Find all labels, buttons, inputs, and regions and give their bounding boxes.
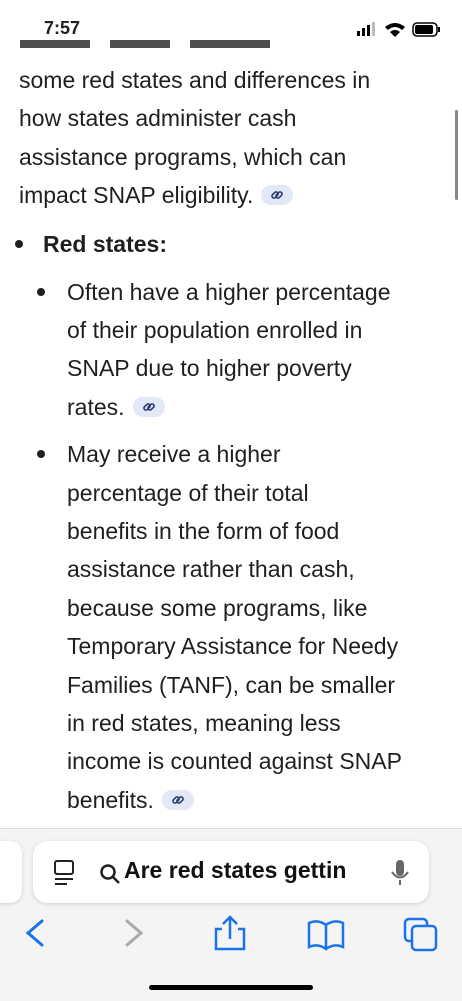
search-icon xyxy=(100,864,120,884)
text-line: in red states, meaning less xyxy=(67,710,341,736)
text-line: how states administer cash xyxy=(19,105,297,132)
nav-icons xyxy=(25,915,438,952)
text-line: SNAP due to higher poverty xyxy=(67,355,352,382)
text-line: percentage of their total xyxy=(67,479,309,506)
text-line: benefits. xyxy=(67,785,194,815)
text-line: benefits in the form of food xyxy=(67,518,340,544)
text-line: of their population enrolled in xyxy=(67,317,363,343)
address-bar[interactable]: Are red states gettin xyxy=(33,841,429,903)
search-query[interactable]: Are red states gettin xyxy=(124,857,347,883)
browser-toolbar: Are red states gettin xyxy=(0,828,462,1001)
mic-icon[interactable] xyxy=(390,859,410,887)
source-link[interactable] xyxy=(261,185,294,206)
home-indicator xyxy=(149,985,313,990)
text-line: assistance rather than cash, xyxy=(67,556,355,583)
prev-tab[interactable] xyxy=(0,841,22,903)
text-line: impact SNAP eligibility. xyxy=(19,180,294,210)
reader-icon[interactable] xyxy=(53,859,77,887)
bullet-dot xyxy=(37,287,45,296)
text-line: Families (TANF), can be smaller xyxy=(67,671,396,698)
text-line: rates. xyxy=(67,392,165,422)
text-line: May receive a higher xyxy=(67,441,281,468)
text-line: some red states and differences in xyxy=(19,67,371,93)
share[interactable] xyxy=(214,915,246,951)
cut-line xyxy=(20,40,270,54)
tabs[interactable] xyxy=(403,917,438,952)
scrollbar xyxy=(455,110,458,200)
bullet-heading: Red states: xyxy=(43,230,167,257)
back[interactable] xyxy=(25,919,44,947)
source-link[interactable] xyxy=(161,789,194,810)
text-line: income is counted against SNAP xyxy=(67,748,402,775)
text-line: because some programs, like xyxy=(67,594,368,621)
text-line: Often have a higher percentage xyxy=(67,278,391,305)
text-line: Temporary Assistance for Needy xyxy=(67,633,399,660)
bullet-dot xyxy=(15,239,23,248)
source-link[interactable] xyxy=(132,396,165,417)
bullet-dot xyxy=(37,450,45,459)
bookmarks[interactable] xyxy=(307,920,345,951)
text-line: assistance programs, which can xyxy=(19,143,347,170)
status-time: 7:57 xyxy=(44,18,81,38)
forward[interactable] xyxy=(125,919,144,947)
status-icons xyxy=(357,22,440,37)
